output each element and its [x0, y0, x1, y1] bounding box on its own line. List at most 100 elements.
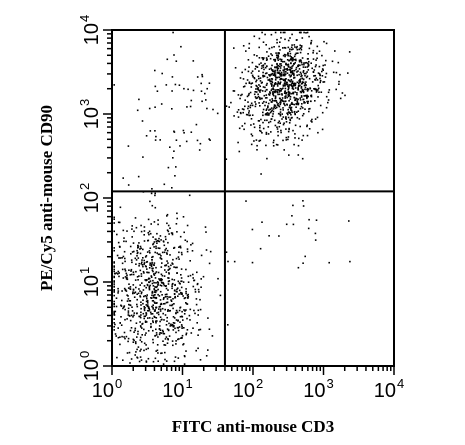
data-point — [288, 92, 290, 95]
data-point — [131, 261, 133, 264]
data-point — [287, 85, 289, 88]
data-point — [270, 118, 273, 120]
data-point — [276, 106, 278, 109]
data-point — [282, 139, 284, 142]
data-point — [294, 124, 297, 127]
data-point — [143, 309, 146, 312]
data-point — [198, 329, 200, 331]
data-point — [119, 336, 121, 338]
data-point — [137, 292, 140, 295]
data-point — [155, 135, 157, 138]
data-point — [126, 318, 128, 320]
data-point — [180, 274, 182, 276]
data-point — [145, 361, 148, 363]
data-point — [186, 303, 189, 305]
data-point — [242, 45, 245, 47]
data-point — [162, 331, 164, 333]
data-point — [301, 81, 304, 83]
data-point — [160, 332, 163, 334]
data-point — [194, 312, 196, 315]
data-point — [280, 101, 282, 104]
data-point — [276, 91, 279, 94]
data-point — [272, 94, 275, 97]
data-point — [166, 229, 169, 231]
data-point — [327, 91, 330, 94]
data-point — [241, 71, 243, 74]
data-point — [321, 111, 324, 114]
data-point — [298, 73, 300, 76]
data-point — [156, 242, 158, 244]
data-point — [183, 363, 186, 365]
x-tick-label: 104 — [374, 376, 404, 402]
data-point — [274, 31, 277, 34]
data-point — [193, 279, 196, 282]
data-point — [153, 294, 155, 297]
data-point — [143, 272, 145, 274]
data-point — [282, 107, 284, 109]
data-point — [134, 279, 137, 281]
data-point — [304, 101, 306, 104]
data-point — [140, 292, 143, 295]
data-point — [296, 48, 299, 51]
data-point — [150, 313, 152, 315]
data-point — [157, 223, 159, 226]
data-point — [167, 309, 169, 311]
data-point — [155, 266, 157, 269]
data-point — [285, 136, 288, 139]
data-point — [200, 90, 203, 92]
data-point — [127, 145, 130, 147]
data-point — [148, 310, 150, 312]
data-point — [198, 291, 200, 293]
data-point — [282, 84, 285, 86]
data-point — [263, 74, 265, 77]
data-point — [152, 242, 155, 245]
data-point — [122, 229, 125, 232]
data-point — [275, 143, 278, 146]
data-point — [180, 337, 182, 339]
plot-frame — [111, 29, 395, 367]
data-point — [286, 69, 289, 71]
data-point — [149, 262, 151, 264]
data-point — [308, 128, 311, 130]
data-point — [132, 338, 135, 341]
data-point — [136, 249, 138, 252]
data-point — [121, 262, 124, 265]
data-point — [120, 305, 123, 307]
data-point — [288, 91, 290, 93]
data-point — [264, 119, 266, 122]
data-point — [140, 275, 143, 277]
data-point — [164, 296, 167, 298]
data-point — [179, 306, 182, 309]
data-point — [153, 281, 155, 284]
data-point — [301, 139, 303, 141]
data-point — [168, 296, 170, 298]
data-point — [319, 77, 321, 80]
data-point — [280, 129, 282, 132]
data-point — [113, 305, 115, 308]
data-point — [129, 319, 132, 322]
data-point — [146, 284, 149, 287]
data-point — [270, 131, 272, 133]
data-point — [314, 65, 317, 68]
data-point — [274, 83, 276, 85]
data-point — [293, 76, 296, 79]
data-point — [175, 309, 178, 312]
data-point — [118, 257, 120, 259]
data-point — [192, 89, 195, 92]
data-point — [155, 306, 157, 309]
data-point — [259, 139, 262, 142]
data-point — [287, 63, 290, 66]
data-point — [268, 68, 271, 70]
data-point — [335, 88, 337, 91]
data-point — [150, 276, 153, 278]
data-point — [159, 332, 161, 334]
data-point — [123, 336, 125, 338]
data-point — [143, 230, 146, 232]
data-point — [166, 213, 169, 216]
data-point — [307, 63, 310, 66]
data-point — [321, 68, 324, 70]
data-point — [267, 55, 270, 57]
data-point — [262, 41, 265, 43]
data-point — [297, 266, 300, 269]
data-point — [216, 112, 219, 115]
